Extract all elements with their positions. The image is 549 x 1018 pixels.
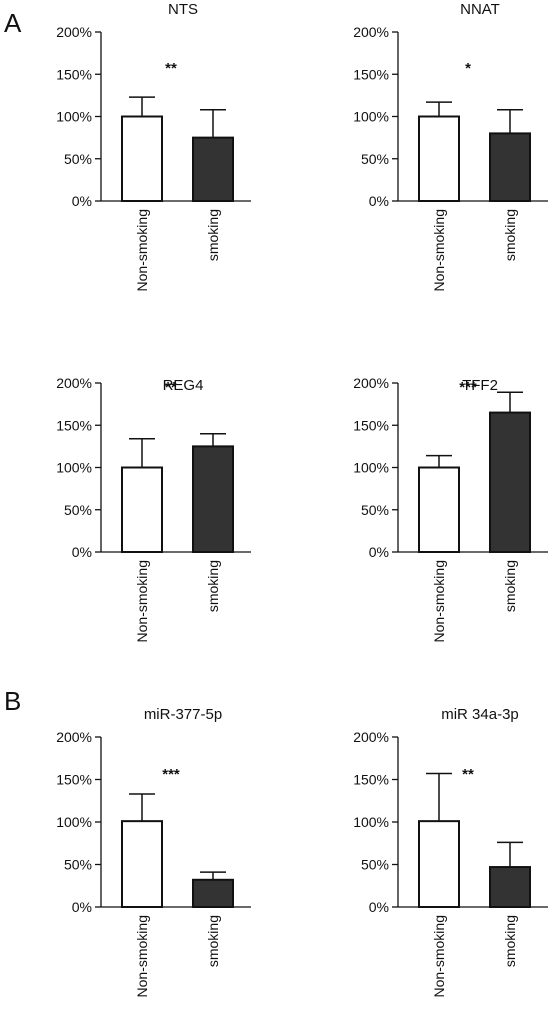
y-tick-label: 100%	[353, 460, 389, 476]
y-tick-label: 150%	[353, 772, 389, 788]
chart-1: NTS 0% 50% 100% 150% 200% Non-smoking smoking **	[56, 1, 251, 291]
y-tick-label: 100%	[56, 814, 92, 830]
significance-label: ***	[162, 766, 180, 783]
y-tick-label: 100%	[56, 109, 92, 125]
chart-title: NNAT	[460, 1, 500, 18]
y-tick-label: 100%	[353, 814, 389, 830]
significance-label: **	[462, 766, 474, 783]
bar-smoking	[192, 136, 234, 202]
bar-smoking	[192, 445, 234, 553]
y-tick-label: 50%	[361, 502, 389, 518]
x-tick-label: smoking	[205, 560, 221, 612]
x-tick-label: smoking	[502, 560, 518, 612]
y-tick-label: 50%	[361, 857, 389, 873]
y-tick-label: 0%	[369, 193, 389, 209]
significance-label: **	[165, 60, 177, 77]
bar-smoking	[489, 132, 531, 202]
y-tick-label: 200%	[353, 24, 389, 40]
y-tick-label: 100%	[56, 460, 92, 476]
y-tick-label: 150%	[353, 66, 389, 82]
chart-4: TFF2 0% 50% 100% 150% 200% Non-smoking smoking *…	[353, 375, 548, 642]
x-tick-label: Non-smoking	[134, 209, 150, 291]
y-tick-label: 200%	[353, 375, 389, 391]
bar-non-smoking	[121, 820, 163, 909]
y-tick-label: 150%	[56, 772, 92, 788]
significance-label: **	[165, 379, 177, 396]
panel-label-a: A	[4, 8, 22, 38]
chart-title: miR-377-5p	[144, 706, 222, 723]
y-tick-label: 50%	[64, 151, 92, 167]
x-tick-label: smoking	[502, 915, 518, 967]
chart-6: miR 34a-3p 0% 50% 100% 150% 200% Non-smoking sm…	[353, 706, 548, 997]
bar-non-smoking	[121, 115, 163, 202]
x-tick-label: Non-smoking	[134, 915, 150, 997]
significance-label: ***	[459, 379, 477, 396]
y-tick-label: 150%	[56, 66, 92, 82]
bar-smoking	[192, 878, 234, 908]
chart-title: REG4	[163, 377, 204, 394]
bar-non-smoking	[418, 820, 460, 909]
y-tick-label: 0%	[369, 544, 389, 560]
y-tick-label: 200%	[56, 375, 92, 391]
chart-title: TFF2	[462, 377, 498, 394]
x-tick-label: smoking	[205, 915, 221, 967]
y-tick-label: 0%	[72, 899, 92, 915]
y-tick-label: 150%	[353, 417, 389, 433]
y-tick-label: 0%	[369, 899, 389, 915]
y-tick-label: 200%	[56, 24, 92, 40]
y-tick-label: 200%	[353, 729, 389, 745]
bar-smoking	[489, 866, 531, 908]
chart-3: REG4 0% 50% 100% 150% 200% Non-smoking smoking *…	[56, 375, 251, 642]
bar-non-smoking	[418, 466, 460, 553]
y-tick-label: 50%	[64, 502, 92, 518]
y-tick-label: 50%	[64, 857, 92, 873]
y-tick-label: 0%	[72, 193, 92, 209]
x-tick-label: Non-smoking	[431, 915, 447, 997]
y-tick-label: 50%	[361, 151, 389, 167]
x-tick-label: smoking	[205, 209, 221, 261]
x-tick-label: Non-smoking	[431, 209, 447, 291]
y-tick-label: 200%	[56, 729, 92, 745]
bar-non-smoking	[418, 115, 460, 202]
y-tick-label: 100%	[353, 109, 389, 125]
chart-2: NNAT 0% 50% 100% 150% 200% Non-smoking smoking *	[353, 1, 548, 291]
bar-smoking	[489, 411, 531, 554]
significance-label: *	[465, 60, 471, 77]
bar-non-smoking	[121, 466, 163, 553]
y-tick-label: 150%	[56, 417, 92, 433]
chart-title: NTS	[168, 1, 198, 18]
x-tick-label: Non-smoking	[134, 560, 150, 642]
chart-title: miR 34a-3p	[441, 706, 519, 723]
y-tick-label: 0%	[72, 544, 92, 560]
panel-label-b: B	[4, 686, 22, 716]
x-tick-label: smoking	[502, 209, 518, 261]
chart-5: miR-377-5p 0% 50% 100% 150% 200% Non-smoking sm…	[56, 706, 251, 997]
x-tick-label: Non-smoking	[431, 560, 447, 642]
